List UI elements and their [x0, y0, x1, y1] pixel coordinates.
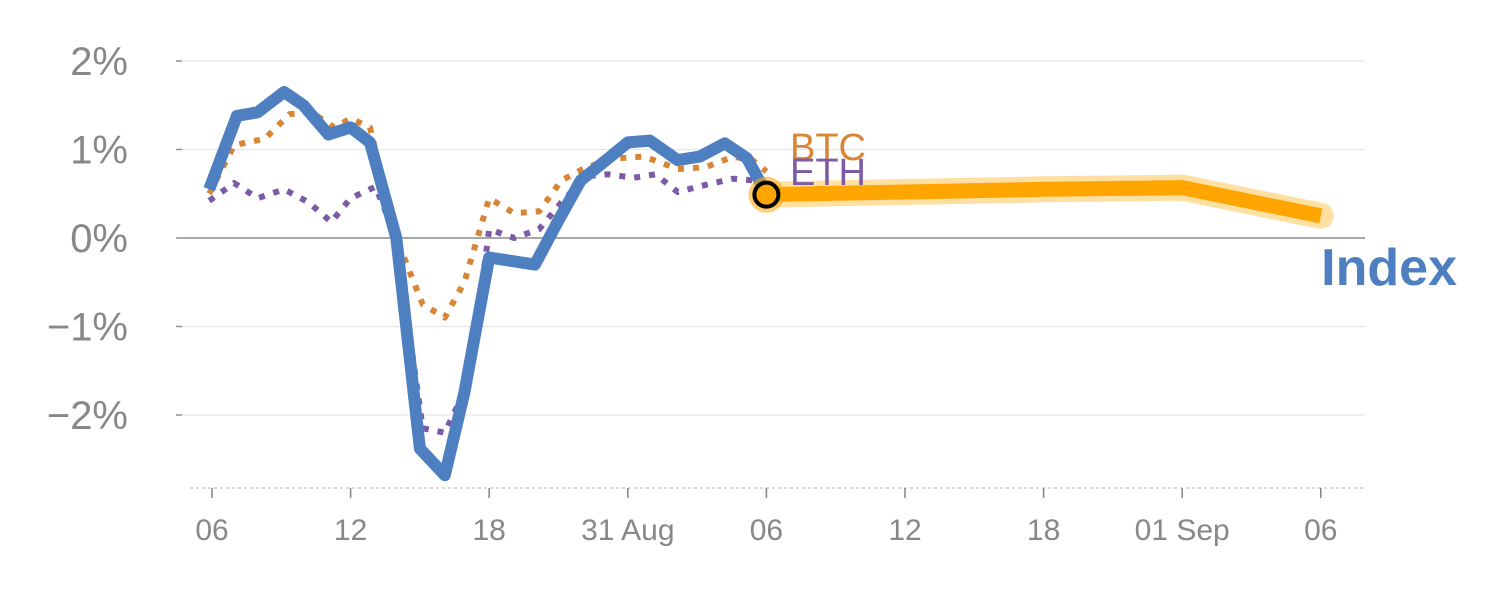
- y-tick-label: 0%: [70, 217, 128, 261]
- y-tick-label: −1%: [47, 306, 128, 350]
- btc-label: BTC: [790, 127, 866, 169]
- forecast-line: [766, 180, 1323, 224]
- current-value-marker: [752, 180, 781, 209]
- index-label: Index: [1321, 239, 1457, 297]
- x-tick-label: 18: [1027, 514, 1060, 547]
- eth-line: [207, 171, 769, 436]
- eth-label: ETH: [790, 152, 866, 194]
- y-tick-label: 1%: [70, 129, 128, 173]
- x-tick-label: 06: [750, 514, 783, 547]
- index-line: [203, 86, 772, 482]
- series-layer: [203, 86, 1334, 482]
- x-tick-label: 18: [473, 514, 506, 547]
- x-tick-label: 12: [334, 514, 367, 547]
- y-tick-label: 2%: [70, 40, 128, 84]
- x-tick-label: 06: [1304, 514, 1337, 547]
- y-tick-label: −2%: [47, 394, 128, 438]
- x-tick-label: 06: [195, 514, 228, 547]
- grid-layer: [182, 60, 1365, 416]
- axis-layer: 2% 1% 0% −1% −2% 06 12 18 31 Aug 06 12 18 01 Sep 06: [47, 40, 1365, 547]
- x-tick-label: 12: [888, 514, 921, 547]
- x-tick-label: 01 Sep: [1135, 514, 1230, 547]
- x-tick-label: 31 Aug: [581, 514, 674, 547]
